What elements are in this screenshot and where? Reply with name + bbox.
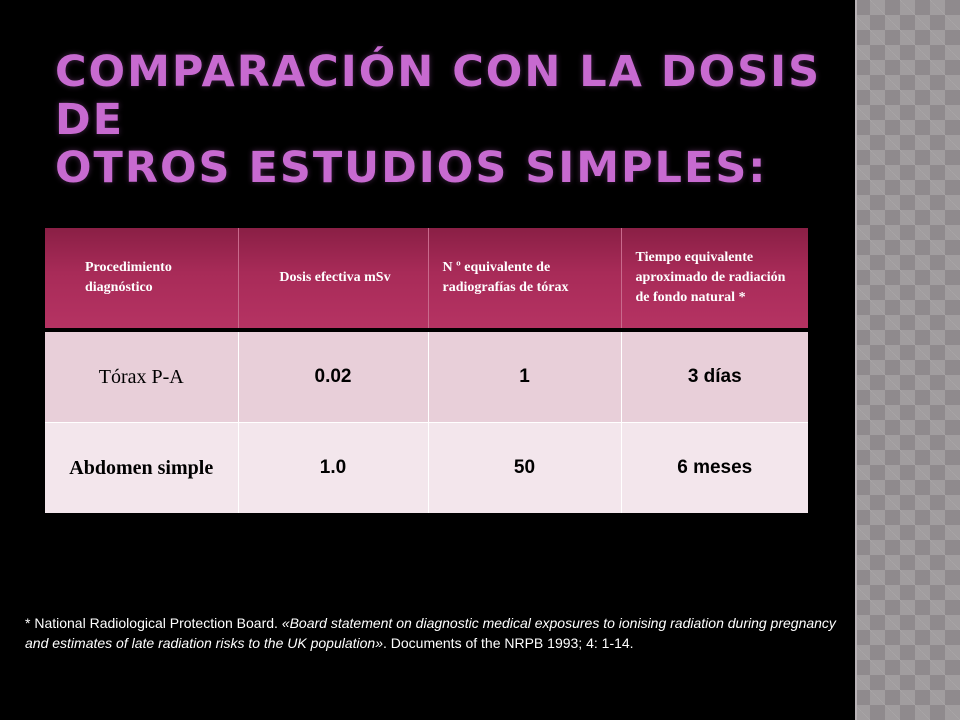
slide-title-line-2: OTROS ESTUDIOS SIMPLES: xyxy=(55,143,768,193)
slide-title: COMPARACIÓN CON LA DOSIS DE OTROS ESTUDI… xyxy=(55,48,845,192)
header-dosis: Dosis efectiva mSv xyxy=(238,228,429,332)
cell-procedimiento: Tórax P-A xyxy=(45,330,239,423)
footnote-suffix: . Documents of the NRPB 1993; 4: 1-14. xyxy=(382,635,634,651)
cell-dosis: 0.02 xyxy=(238,330,429,423)
table-row: Abdomen simple 1.0 50 6 meses xyxy=(45,422,808,513)
cell-tiempo: 3 días xyxy=(621,330,808,423)
table-header-row: Procedimiento diagnóstico Dosis efectiva… xyxy=(45,228,808,332)
cell-dosis: 1.0 xyxy=(238,422,429,513)
header-tiempo: Tiempo equivalente aproximado de radiaci… xyxy=(621,228,808,332)
table-row: Tórax P-A 0.02 1 3 días xyxy=(45,330,808,423)
footnote-reference: * National Radiological Protection Board… xyxy=(25,613,850,653)
cell-tiempo: 6 meses xyxy=(621,422,808,513)
decorative-sidebar xyxy=(855,0,960,720)
dose-comparison-table: Procedimiento diagnóstico Dosis efectiva… xyxy=(45,228,808,513)
footnote-prefix: * National Radiological Protection Board… xyxy=(25,615,282,631)
header-equivalente: N º equivalente de radiografías de tórax xyxy=(428,228,622,332)
cell-procedimiento: Abdomen simple xyxy=(45,422,239,513)
cell-equivalente: 1 xyxy=(428,330,622,423)
header-procedimiento: Procedimiento diagnóstico xyxy=(45,228,239,332)
cell-equivalente: 50 xyxy=(428,422,622,513)
slide-title-line-1: COMPARACIÓN CON LA DOSIS DE xyxy=(55,47,822,145)
footnote-italic-title: «Board statement on diagnostic medical e… xyxy=(25,615,836,651)
